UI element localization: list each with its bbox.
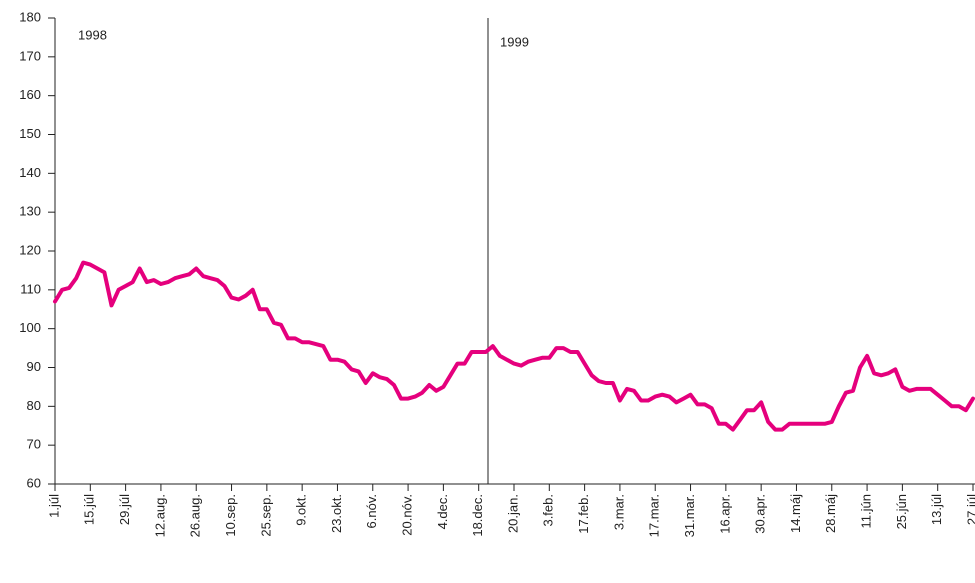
x-tick-label: 3.mar. xyxy=(611,494,626,530)
y-tick-label: 150 xyxy=(19,126,41,141)
y-tick-label: 180 xyxy=(19,9,41,24)
y-tick-label: 70 xyxy=(27,437,41,452)
x-tick-label: 20.jan. xyxy=(505,494,520,533)
annotation: 1998 xyxy=(78,27,107,42)
x-tick-label: 25.sep. xyxy=(258,494,273,537)
y-tick-label: 120 xyxy=(19,242,41,257)
x-tick-label: 23.okt. xyxy=(329,494,344,533)
x-tick-label: 31.mar. xyxy=(682,494,697,537)
x-tick-label: 20.nóv. xyxy=(400,494,415,536)
x-tick-label: 4.dec. xyxy=(435,494,450,529)
x-tick-label: 1.júl xyxy=(46,494,61,518)
x-tick-label: 27.júl xyxy=(964,494,975,525)
x-tick-label: 28.máj xyxy=(823,494,838,533)
x-tick-label: 6.nóv. xyxy=(364,494,379,528)
x-tick-label: 9.okt. xyxy=(294,494,309,526)
x-tick-label: 3.feb. xyxy=(541,494,556,527)
x-tick-label: 29.júl xyxy=(117,494,132,525)
y-tick-label: 80 xyxy=(27,398,41,413)
x-tick-label: 15.júl xyxy=(82,494,97,525)
x-tick-label: 17.mar. xyxy=(647,494,662,537)
x-tick-label: 13.júl xyxy=(929,494,944,525)
x-tick-label: 25.jún xyxy=(894,494,909,529)
y-tick-label: 90 xyxy=(27,359,41,374)
annotation: 1999 xyxy=(500,34,529,49)
x-tick-label: 17.feb. xyxy=(576,494,591,534)
x-tick-label: 14.máj xyxy=(788,494,803,533)
x-tick-label: 11.jún xyxy=(859,494,874,528)
y-tick-label: 140 xyxy=(19,165,41,180)
x-tick-label: 26.aug. xyxy=(188,494,203,537)
x-tick-label: 12.aug. xyxy=(152,494,167,537)
y-tick-label: 170 xyxy=(19,48,41,63)
x-tick-label: 16.apr. xyxy=(717,494,732,534)
y-tick-label: 100 xyxy=(19,320,41,335)
line-series xyxy=(53,260,975,432)
x-tick-label: 18.dec. xyxy=(470,494,485,537)
y-tick-label: 60 xyxy=(27,475,41,490)
x-tick-label: 10.sep. xyxy=(223,494,238,537)
y-tick-label: 110 xyxy=(20,281,41,296)
y-tick-label: 160 xyxy=(19,87,41,102)
x-tick-label: 30.apr. xyxy=(753,494,768,534)
y-tick-label: 130 xyxy=(19,204,41,219)
